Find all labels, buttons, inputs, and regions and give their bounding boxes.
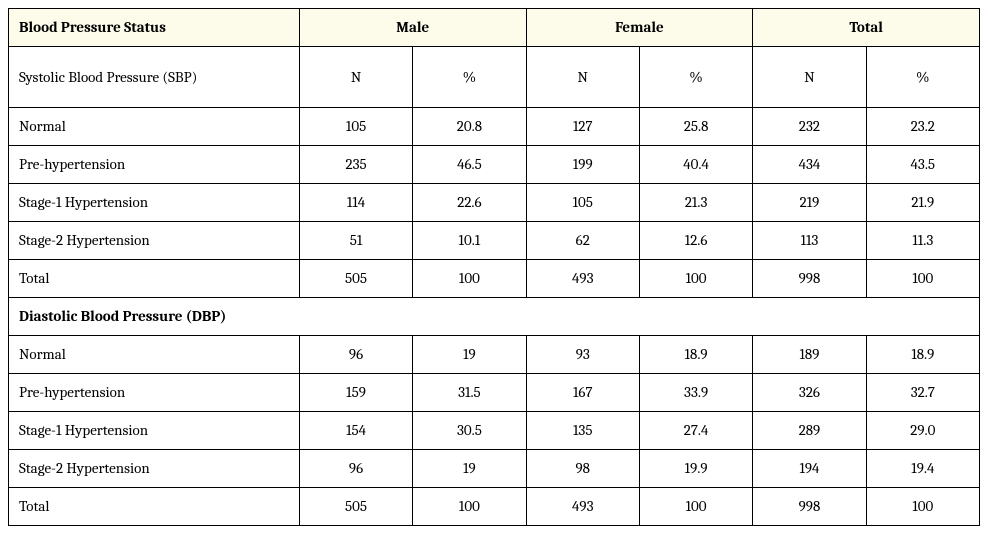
cell: 18.9 — [866, 336, 979, 374]
cell: 219 — [753, 184, 866, 222]
cell: 105 — [299, 108, 412, 146]
row-label: Normal — [9, 336, 300, 374]
cell: 21.3 — [639, 184, 752, 222]
cell: 998 — [753, 260, 866, 298]
cell: 10.1 — [413, 222, 526, 260]
cell: 12.6 — [639, 222, 752, 260]
row-label: Stage-2 Hypertension — [9, 450, 300, 488]
table-row: Stage-2 Hypertension 51 10.1 62 12.6 113… — [9, 222, 980, 260]
cell: 199 — [526, 146, 639, 184]
cell: 40.4 — [639, 146, 752, 184]
cell: 100 — [413, 488, 526, 526]
row-label: Stage-1 Hypertension — [9, 412, 300, 450]
cell: 51 — [299, 222, 412, 260]
cell: 19 — [413, 336, 526, 374]
section-title: Systolic Blood Pressure (SBP) — [9, 47, 300, 108]
cell: 326 — [753, 374, 866, 412]
cell: 105 — [526, 184, 639, 222]
cell: 493 — [526, 260, 639, 298]
cell: 235 — [299, 146, 412, 184]
cell: 19 — [413, 450, 526, 488]
cell: 114 — [299, 184, 412, 222]
cell: 194 — [753, 450, 866, 488]
cell: 27.4 — [639, 412, 752, 450]
section-header-dbp: Diastolic Blood Pressure (DBP) — [9, 298, 980, 336]
cell: 18.9 — [639, 336, 752, 374]
cell: 100 — [639, 488, 752, 526]
cell: 21.9 — [866, 184, 979, 222]
cell: 32.7 — [866, 374, 979, 412]
cell: 96 — [299, 336, 412, 374]
cell: 154 — [299, 412, 412, 450]
cell: 289 — [753, 412, 866, 450]
cell: 100 — [866, 260, 979, 298]
cell: 493 — [526, 488, 639, 526]
cell: 43.5 — [866, 146, 979, 184]
col-header-male: Male — [299, 9, 526, 47]
col-header-total: Total — [753, 9, 980, 47]
col-header-main: Blood Pressure Status — [9, 9, 300, 47]
cell: 31.5 — [413, 374, 526, 412]
cell: 127 — [526, 108, 639, 146]
cell: 434 — [753, 146, 866, 184]
table-header-row: Blood Pressure Status Male Female Total — [9, 9, 980, 47]
table-row: Total 505 100 493 100 998 100 — [9, 260, 980, 298]
row-label: Normal — [9, 108, 300, 146]
cell: 113 — [753, 222, 866, 260]
row-label: Total — [9, 260, 300, 298]
col-header-female: Female — [526, 9, 753, 47]
cell: 19.4 — [866, 450, 979, 488]
row-label: Total — [9, 488, 300, 526]
table-body: Systolic Blood Pressure (SBP) N % N % N … — [9, 47, 980, 526]
cell: 23.2 — [866, 108, 979, 146]
table-row: Stage-1 Hypertension 114 22.6 105 21.3 2… — [9, 184, 980, 222]
cell: 22.6 — [413, 184, 526, 222]
cell: 96 — [299, 450, 412, 488]
row-label: Pre-hypertension — [9, 374, 300, 412]
cell: 98 — [526, 450, 639, 488]
blood-pressure-table: Blood Pressure Status Male Female Total … — [8, 8, 980, 526]
section-header-sbp: Systolic Blood Pressure (SBP) N % N % N … — [9, 47, 980, 108]
cell: 505 — [299, 260, 412, 298]
cell: 232 — [753, 108, 866, 146]
table-row: Stage-1 Hypertension 154 30.5 135 27.4 2… — [9, 412, 980, 450]
cell: 93 — [526, 336, 639, 374]
subcol-pct: % — [866, 47, 979, 108]
cell: 998 — [753, 488, 866, 526]
row-label: Stage-1 Hypertension — [9, 184, 300, 222]
cell: 46.5 — [413, 146, 526, 184]
table-row: Total 505 100 493 100 998 100 — [9, 488, 980, 526]
section-title: Diastolic Blood Pressure (DBP) — [9, 298, 980, 336]
subcol-n: N — [299, 47, 412, 108]
subcol-n: N — [753, 47, 866, 108]
cell: 189 — [753, 336, 866, 374]
cell: 29.0 — [866, 412, 979, 450]
cell: 19.9 — [639, 450, 752, 488]
table-row: Pre-hypertension 159 31.5 167 33.9 326 3… — [9, 374, 980, 412]
table-row: Normal 96 19 93 18.9 189 18.9 — [9, 336, 980, 374]
cell: 20.8 — [413, 108, 526, 146]
cell: 100 — [413, 260, 526, 298]
cell: 100 — [866, 488, 979, 526]
subcol-pct: % — [413, 47, 526, 108]
row-label: Pre-hypertension — [9, 146, 300, 184]
cell: 30.5 — [413, 412, 526, 450]
cell: 167 — [526, 374, 639, 412]
cell: 505 — [299, 488, 412, 526]
cell: 11.3 — [866, 222, 979, 260]
table-row: Pre-hypertension 235 46.5 199 40.4 434 4… — [9, 146, 980, 184]
table-row: Normal 105 20.8 127 25.8 232 23.2 — [9, 108, 980, 146]
subcol-pct: % — [639, 47, 752, 108]
cell: 25.8 — [639, 108, 752, 146]
cell: 33.9 — [639, 374, 752, 412]
subcol-n: N — [526, 47, 639, 108]
cell: 62 — [526, 222, 639, 260]
cell: 100 — [639, 260, 752, 298]
table-row: Stage-2 Hypertension 96 19 98 19.9 194 1… — [9, 450, 980, 488]
cell: 135 — [526, 412, 639, 450]
row-label: Stage-2 Hypertension — [9, 222, 300, 260]
cell: 159 — [299, 374, 412, 412]
